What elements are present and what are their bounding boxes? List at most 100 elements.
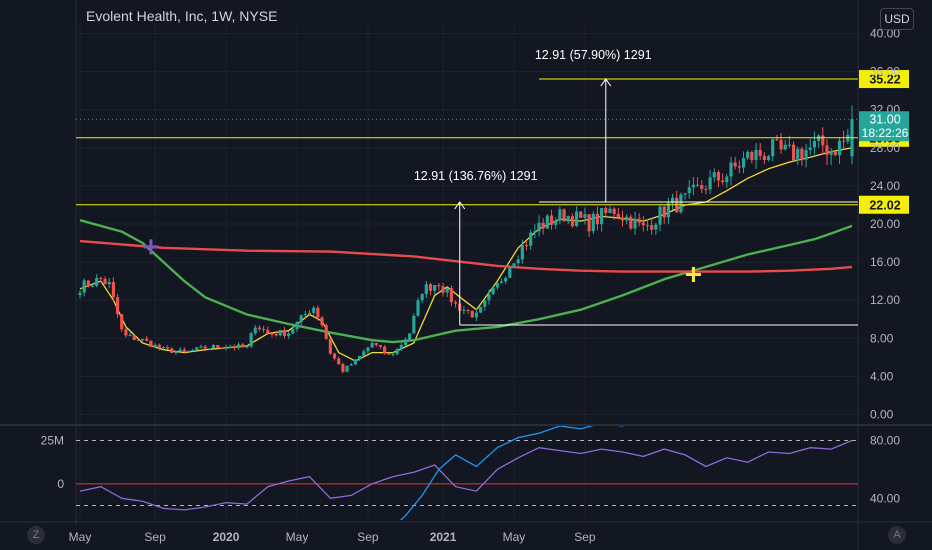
candle-body <box>837 140 842 156</box>
candle-body <box>495 282 499 288</box>
candle-body <box>629 216 633 229</box>
candle-body <box>758 149 762 156</box>
time-tick: 2020 <box>213 530 240 544</box>
auto-scale-icon[interactable]: A <box>888 526 906 544</box>
candle-body <box>683 193 687 195</box>
candle-body <box>499 281 504 283</box>
candle-body <box>282 329 287 337</box>
candle-body <box>554 220 558 225</box>
candle-body <box>529 232 533 246</box>
candle-body <box>445 288 449 293</box>
price-tick: 24.00 <box>870 179 900 193</box>
candle-body <box>633 218 637 229</box>
time-tick: May <box>69 530 92 544</box>
candle-body <box>637 218 641 223</box>
ma_fast-line <box>79 147 853 362</box>
price-level-label: 22.02 <box>869 198 900 212</box>
candle-body <box>796 148 800 161</box>
candle-body <box>645 225 650 227</box>
candle-body <box>658 206 662 225</box>
price-tick: 0.00 <box>870 407 894 421</box>
measure-label-lower: 12.91 (136.76%) 1291 <box>414 169 538 183</box>
candle-body <box>170 348 174 354</box>
candle-body <box>453 302 458 304</box>
candle-body <box>391 353 395 355</box>
candle-body <box>666 203 670 218</box>
price-level-tag <box>859 70 909 89</box>
candle-body <box>712 172 716 178</box>
candle-body <box>149 340 153 347</box>
candle-body <box>812 140 817 148</box>
candle-body <box>353 359 358 365</box>
candle-body <box>508 267 512 278</box>
candle-body <box>257 327 262 329</box>
candle-body <box>545 215 549 229</box>
candle-body <box>583 214 587 218</box>
candle-body <box>220 347 224 349</box>
candle-body <box>687 187 691 194</box>
candle-body <box>82 280 86 293</box>
candle-body <box>466 309 470 311</box>
measurement-annotations: 12.91 (57.90%) 1291 12.91 (136.76%) 1291 <box>414 48 858 326</box>
candle-body <box>620 217 625 221</box>
candle-body <box>320 317 324 326</box>
candle-body <box>641 222 645 226</box>
candle-body <box>533 231 537 233</box>
time-tick: Sep <box>144 530 166 544</box>
time-axis[interactable]: May Sep 2020 May Sep 2021 May Sep <box>69 530 596 544</box>
candle-body <box>141 338 145 341</box>
currency-button[interactable]: USD <box>880 8 914 30</box>
candle-body <box>679 194 683 213</box>
candle-body <box>115 297 120 315</box>
candle-body <box>524 245 529 247</box>
candle-body <box>595 213 600 225</box>
candle-body <box>153 344 157 347</box>
candle-body <box>612 208 616 215</box>
candle-body <box>278 329 282 336</box>
candle-body <box>566 216 570 222</box>
candle-body <box>587 214 591 232</box>
osc-left-tick: 0 <box>57 477 64 491</box>
candle-body <box>203 346 207 349</box>
candle-body <box>358 355 362 360</box>
candle-body <box>157 344 161 349</box>
candle-body <box>241 344 245 348</box>
candle-body <box>78 292 82 296</box>
candle-body <box>825 145 829 155</box>
candle-body <box>228 346 232 348</box>
timezone-icon[interactable]: Z <box>27 526 45 544</box>
candle-body <box>378 344 383 347</box>
candle-body <box>696 184 700 186</box>
candle-body <box>787 144 791 146</box>
candle-body <box>274 333 278 336</box>
candle-body <box>395 349 399 354</box>
candle-body <box>654 224 658 230</box>
osc-left-tick: 25M <box>41 433 64 447</box>
candle-body <box>166 347 170 349</box>
blue-series-line <box>399 426 624 520</box>
candle-body <box>721 180 725 183</box>
candle-body <box>579 211 583 218</box>
price-axis[interactable]: 40.0036.0032.0028.0024.0020.0016.0012.00… <box>859 27 909 422</box>
chart-title: Evolent Health, Inc, 1W, NYSE <box>86 8 278 24</box>
time-tick: Sep <box>357 530 379 544</box>
candle-body <box>387 352 391 355</box>
candle-body <box>224 347 228 349</box>
measure-arrow-head <box>600 78 612 87</box>
price-tick: 40.00 <box>870 27 900 41</box>
candle-body <box>236 344 241 348</box>
candle-body <box>103 278 107 285</box>
candle-body <box>691 184 696 188</box>
candle-body <box>420 294 424 301</box>
candle-body <box>249 333 253 347</box>
candle-body <box>299 315 303 323</box>
candle-body <box>650 225 654 230</box>
candle-body <box>287 333 291 337</box>
candle-body <box>362 351 366 356</box>
candle-body <box>791 144 796 161</box>
candle-body <box>341 364 345 372</box>
ma_slow-line <box>79 239 853 273</box>
candle-body <box>95 278 99 286</box>
